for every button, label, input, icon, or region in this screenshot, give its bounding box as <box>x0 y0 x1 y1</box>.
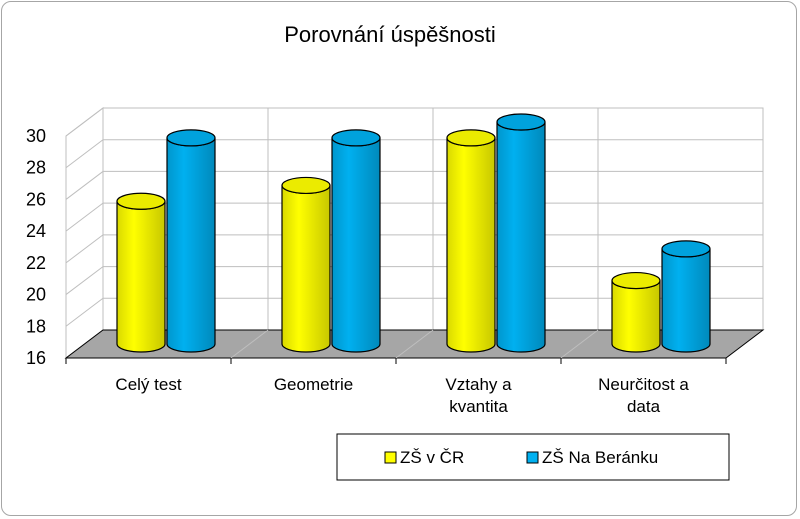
legend-label: ZŠ v ČR <box>400 448 464 467</box>
bar <box>496 113 546 353</box>
bar-body <box>611 280 661 353</box>
bar-body <box>496 121 546 353</box>
bar-top <box>116 192 166 210</box>
bar <box>661 240 711 353</box>
side-wall <box>65 106 104 360</box>
legend-item: ZŠ Na Beránku <box>526 448 658 467</box>
bar-body <box>166 137 216 353</box>
legend-swatch <box>384 451 397 464</box>
gridline <box>65 107 763 137</box>
x-tick-label: Vztahy a kvantita <box>445 375 512 416</box>
legend-box <box>336 433 730 481</box>
legend-swatch <box>526 451 539 464</box>
chart-title: Porovnání úspěšnosti <box>284 22 496 47</box>
y-tick-label: 28 <box>26 158 46 178</box>
x-tick-label: Neurčitost a data <box>598 375 689 416</box>
y-tick-label: 30 <box>26 126 46 146</box>
bar-top <box>281 176 331 195</box>
bar <box>611 271 661 353</box>
y-tick-label: 24 <box>26 221 46 241</box>
y-tick-label: 18 <box>26 316 46 336</box>
bar <box>281 176 331 353</box>
bar <box>166 129 216 353</box>
bar-body <box>446 137 496 353</box>
floor-divider <box>395 329 434 359</box>
y-tick-label: 22 <box>26 253 46 273</box>
bar-top <box>166 129 216 147</box>
bar-top <box>446 129 496 147</box>
legend-item: ZŠ v ČR <box>384 448 464 467</box>
bar-top <box>331 129 381 147</box>
y-tick-label: 20 <box>26 285 46 305</box>
floor-divider <box>560 329 599 359</box>
bar-top <box>611 271 661 290</box>
legend: ZŠ v ČR ZŠ Na Beránku <box>336 433 730 481</box>
y-tick-label: 16 <box>26 348 46 368</box>
bar-top <box>496 113 546 131</box>
bar <box>331 129 381 353</box>
x-tick-label: Celý test <box>115 375 181 394</box>
bar <box>446 129 496 353</box>
bar-body <box>281 185 331 353</box>
y-tick-label: 26 <box>26 189 46 209</box>
bar <box>116 192 166 353</box>
floor-divider <box>230 329 269 359</box>
bar-body <box>116 201 166 353</box>
x-tick-label: Geometrie <box>274 375 353 394</box>
legend-label: ZŠ Na Beránku <box>542 448 658 467</box>
plot-area: 16 18 20 22 24 26 28 30 Celý test Geometrie Vztahy… <box>26 106 765 416</box>
bar-top <box>661 240 711 258</box>
bar-body <box>661 248 711 353</box>
bar-body <box>331 137 381 353</box>
